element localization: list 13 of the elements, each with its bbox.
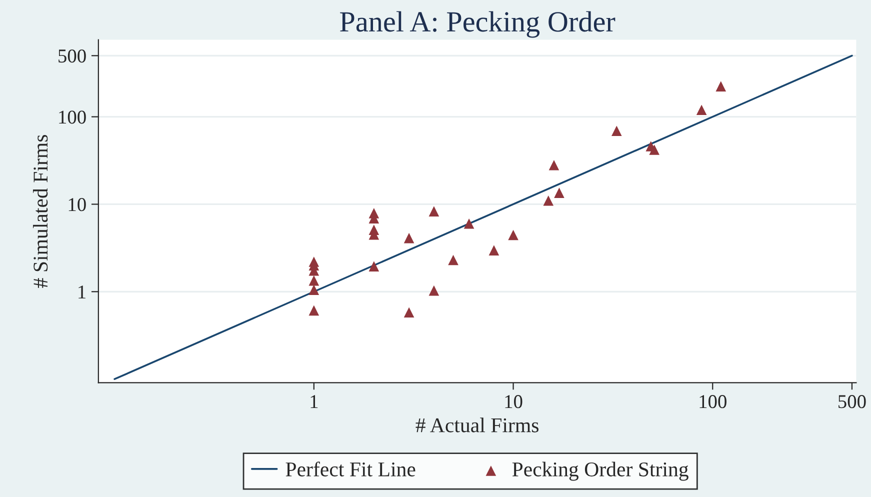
legend-label: Perfect Fit Line	[286, 462, 416, 476]
chart-title: Panel A: Pecking Order	[340, 11, 616, 38]
legend-label: Pecking Order String	[512, 462, 688, 481]
y-tick-label: 100	[59, 110, 86, 124]
y-tick-label: 10	[68, 198, 86, 212]
x-tick-label: 500	[838, 395, 866, 408]
y-tick-label: 500	[58, 49, 86, 63]
x-tick-label: 10	[505, 395, 522, 408]
y-tick-label: 1	[78, 286, 86, 298]
x-tick-label: 100	[700, 395, 726, 408]
x-axis-title: # Actual Firms	[416, 418, 538, 432]
y-axis-title: # Simulated Firms	[33, 135, 48, 288]
x-tick-label: 1	[310, 395, 318, 408]
